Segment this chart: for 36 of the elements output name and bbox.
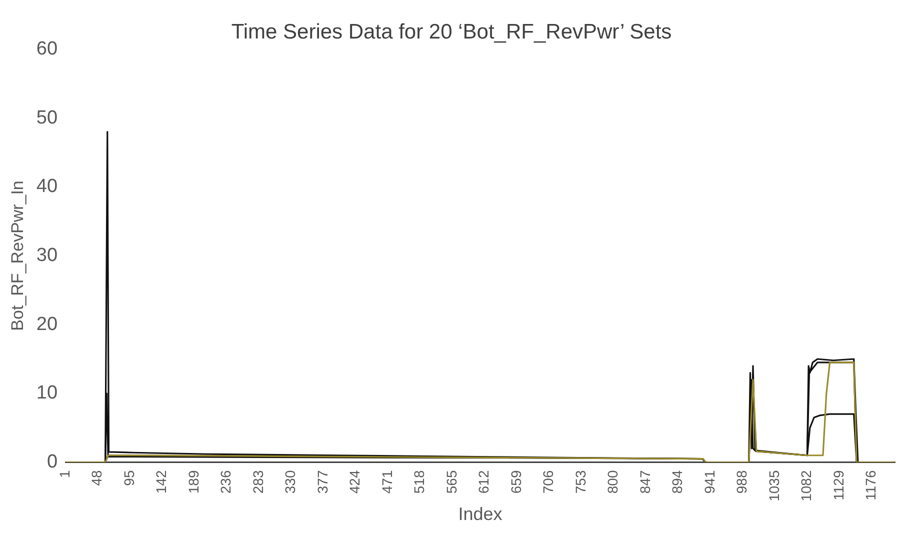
x-tick-label: 471 (378, 470, 395, 494)
x-tick-label: 518 (411, 470, 428, 494)
x-tick-label: 377 (314, 470, 330, 494)
x-tick-label: 283 (250, 470, 266, 494)
y-tick-label: 40 (36, 176, 58, 198)
x-tick-label: 1 (56, 470, 72, 478)
chart-title: Time Series Data for 20 ‘Bot_RF_RevPwr’ Sets (231, 20, 672, 44)
x-axis-title: Index (458, 504, 502, 524)
x-tick-label: 894 (669, 470, 686, 494)
x-tick-label: 330 (282, 470, 298, 494)
x-tick-label: 565 (443, 470, 460, 494)
x-tick-label: 847 (636, 470, 653, 494)
x-tick-label: 988 (734, 470, 750, 494)
x-tick-label: 941 (701, 470, 718, 494)
x-tick-label: 95 (120, 470, 137, 486)
x-tick-label: 142 (153, 470, 170, 494)
y-tick-label: 60 (36, 38, 58, 60)
y-tick-label: 30 (36, 244, 58, 266)
y-tick-label: 20 (36, 314, 58, 335)
x-tick-label: 800 (604, 470, 621, 494)
y-axis-title: Bot_RF_RevPwr_In (8, 180, 27, 331)
x-tick-label: 236 (218, 470, 234, 494)
y-tick-label: 50 (36, 107, 58, 128)
x-tick-label: 706 (540, 470, 556, 494)
y-tick-label: 10 (36, 382, 58, 404)
x-tick-label: 1129 (830, 470, 846, 500)
x-tick-label: 1176 (862, 470, 879, 500)
x-tick-label: 1035 (766, 470, 782, 502)
x-tick-label: 753 (572, 470, 588, 494)
x-tick-label: 1082 (798, 470, 814, 502)
x-tick-label: 612 (476, 470, 492, 494)
x-tick-label: 424 (346, 470, 363, 494)
x-tick-label: 189 (185, 470, 202, 494)
x-tick-label: 48 (88, 470, 105, 486)
y-tick-label: 0 (46, 451, 58, 472)
x-tick-label: 659 (508, 470, 524, 494)
